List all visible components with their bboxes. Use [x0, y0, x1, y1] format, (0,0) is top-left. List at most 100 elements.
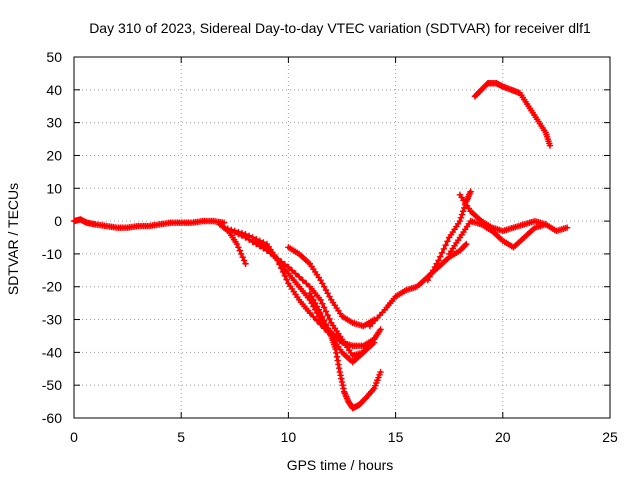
data-point: [332, 345, 339, 353]
data-point: [245, 236, 253, 243]
data-point: [249, 238, 256, 246]
data-point: [317, 276, 324, 284]
axis-ticks: 0 5 10 15 20 25 -60 -50 -40 -30 -20 -10 0 10 20 30 40 50: [42, 49, 618, 445]
series-arc-f: [306, 290, 384, 412]
data-point: [317, 296, 324, 304]
data-point: [281, 272, 289, 279]
data-point: [542, 221, 549, 228]
plot-frame: [73, 56, 611, 419]
data-point: [424, 276, 431, 284]
data-point: [319, 313, 326, 321]
x-axis-label: GPS time / hours: [287, 457, 394, 473]
data-point: [317, 309, 324, 317]
data-point: [462, 241, 469, 249]
x-tick-label: 25: [602, 429, 618, 445]
y-tick-label: -10: [42, 246, 62, 262]
data-point: [319, 280, 326, 287]
data-point: [431, 263, 439, 271]
data-point: [336, 368, 344, 376]
x-tick-label: 0: [70, 429, 78, 445]
data-point: [335, 361, 342, 368]
x-tick-label: 5: [177, 429, 185, 445]
data-point: [338, 375, 345, 382]
data-point: [463, 240, 470, 248]
data-point: [320, 304, 328, 311]
data-point: [335, 365, 343, 372]
data-point: [220, 224, 228, 231]
data-point: [324, 290, 331, 297]
data-point: [429, 267, 437, 274]
data-point: [319, 300, 326, 307]
data-point: [428, 270, 435, 277]
data-point: [546, 142, 554, 149]
data-point: [370, 336, 378, 343]
data-point: [326, 315, 333, 323]
data-point: [437, 253, 444, 260]
y-tick-label: 20: [46, 147, 62, 163]
data-point: [295, 273, 303, 281]
data-point: [242, 260, 249, 267]
data-point: [299, 276, 306, 284]
data-point: [239, 253, 246, 261]
data-point: [240, 257, 248, 264]
data-point: [306, 290, 314, 297]
series-spike-b: [446, 217, 571, 258]
data-point: [457, 214, 465, 222]
data-point: [326, 293, 333, 300]
x-tick-label: 20: [495, 429, 511, 445]
series-arc-c: [220, 224, 378, 359]
y-tick-label: 0: [54, 213, 62, 229]
data-point: [324, 325, 331, 332]
data-point: [324, 311, 331, 319]
chart-title: Day 310 of 2023, Sidereal Day-to-day VTE…: [89, 20, 591, 36]
data-point: [459, 208, 467, 215]
y-tick-label: -50: [42, 377, 62, 393]
data-point: [236, 247, 244, 254]
data-point: [333, 353, 341, 360]
data-point: [231, 229, 238, 236]
data-point: [235, 244, 242, 251]
y-axis-label: SDTVAR / TECUs: [5, 183, 21, 295]
data-point: [426, 273, 433, 281]
y-tick-label: -30: [42, 312, 62, 328]
data-point: [340, 385, 347, 392]
data-point: [456, 217, 464, 225]
data-point: [433, 260, 440, 267]
data-point: [312, 299, 319, 307]
data-point: [322, 308, 330, 315]
data-point: [337, 372, 344, 379]
data-point: [292, 270, 299, 277]
data-series: [70, 80, 571, 412]
data-point: [306, 309, 314, 317]
data-point: [442, 241, 449, 249]
data-point: [458, 211, 466, 218]
y-tick-label: -20: [42, 279, 62, 295]
y-tick-label: -40: [42, 344, 62, 360]
data-point: [334, 357, 341, 364]
data-point: [320, 317, 328, 324]
data-point: [308, 293, 315, 300]
data-point: [315, 306, 322, 313]
x-tick-label: 10: [281, 429, 297, 445]
y-tick-label: 30: [46, 115, 62, 131]
data-point: [283, 276, 290, 283]
data-point: [288, 267, 296, 274]
y-tick-label: -60: [42, 410, 62, 426]
data-point: [322, 321, 330, 328]
y-tick-label: 10: [46, 180, 62, 196]
data-point: [310, 296, 317, 304]
x-tick-label: 15: [388, 429, 404, 445]
data-point: [444, 238, 451, 245]
data-point: [228, 227, 235, 235]
data-point: [563, 224, 571, 231]
data-point: [322, 286, 330, 294]
series-arc-e: [285, 244, 378, 330]
data-point: [224, 226, 231, 233]
data-point: [303, 280, 310, 287]
series-upper: [471, 80, 554, 149]
data-point: [338, 378, 346, 386]
data-point: [440, 245, 448, 253]
data-point: [285, 263, 292, 271]
